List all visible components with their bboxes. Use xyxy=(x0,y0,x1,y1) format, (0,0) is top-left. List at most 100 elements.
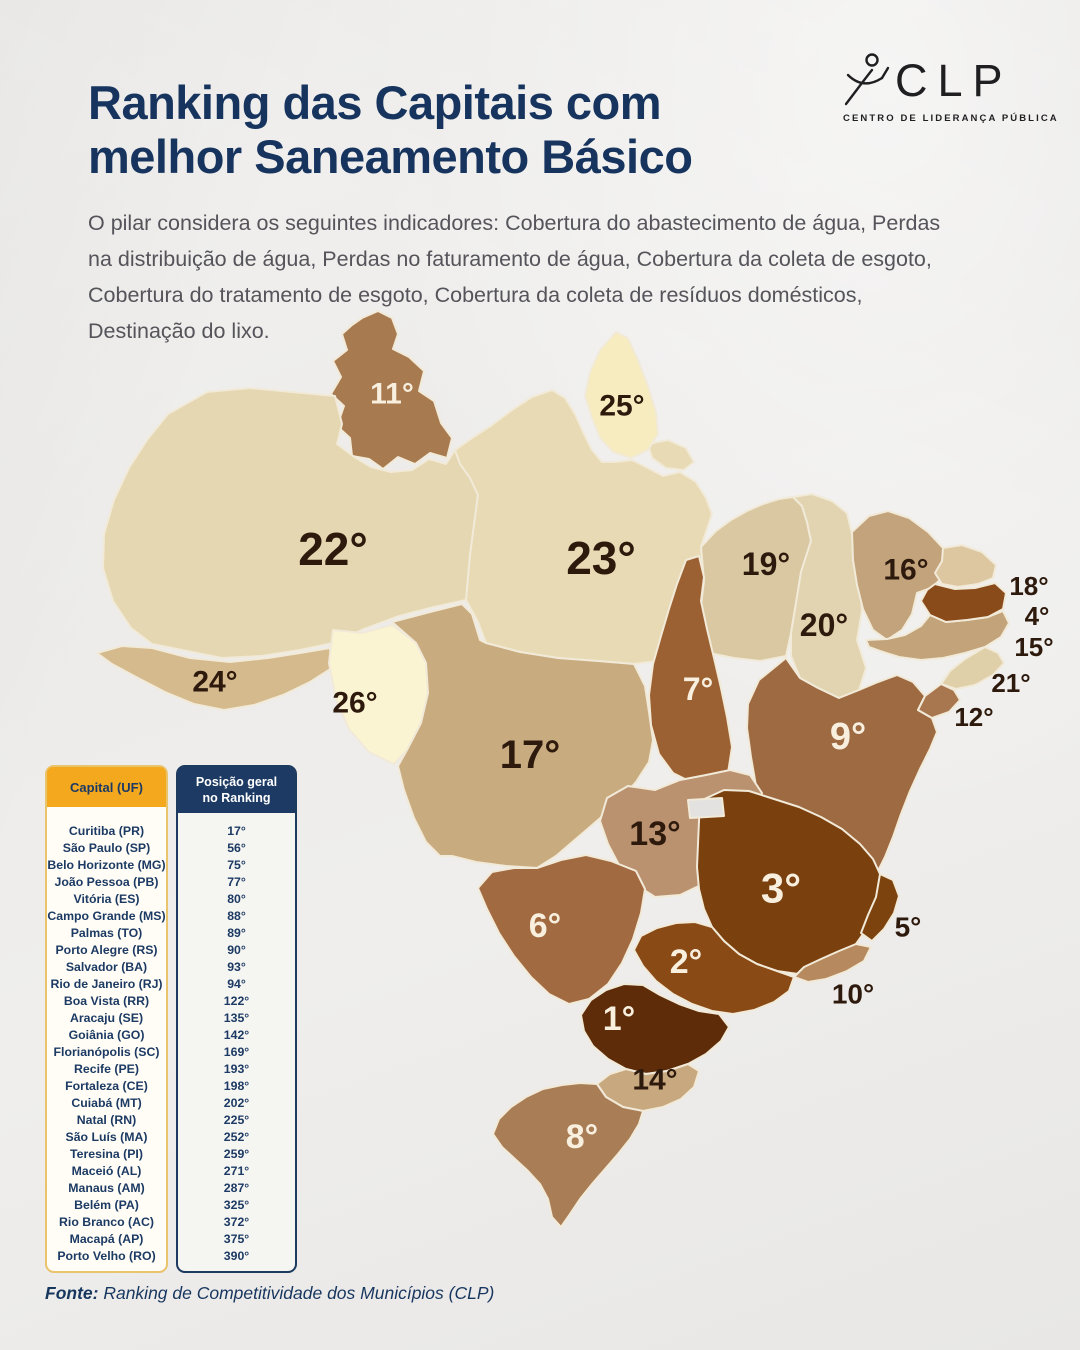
capital-cell: Belo Horizonte (MG) xyxy=(47,858,166,872)
rank-label-ro: 26° xyxy=(332,687,377,720)
capital-cell: Macapá (AP) xyxy=(69,1232,144,1246)
source-note: Fonte: Ranking de Competitividade dos Mu… xyxy=(45,1283,494,1304)
capital-cell: Goiânia (GO) xyxy=(68,1028,145,1042)
rank-label-am: 22° xyxy=(298,523,368,575)
capital-cell: Porto Velho (RO) xyxy=(57,1249,156,1263)
capital-cell: Porto Alegre (RS) xyxy=(55,943,158,957)
rank-label-mt: 17° xyxy=(500,733,561,777)
state-pb xyxy=(920,582,1007,623)
capital-cell: São Luís (MA) xyxy=(65,1130,148,1144)
position-cell: 202° xyxy=(223,1096,250,1110)
state-ap xyxy=(584,331,659,459)
capital-cell: Teresina (PI) xyxy=(70,1147,143,1161)
rank-label-rj: 10° xyxy=(832,979,874,1010)
state-se xyxy=(917,683,961,719)
positions-header-line-2: no Ranking xyxy=(202,791,271,805)
capital-cell: Salvador (BA) xyxy=(65,960,148,974)
position-cell: 372° xyxy=(223,1215,250,1229)
rank-label-sp: 2° xyxy=(670,943,703,981)
capital-cell: São Paulo (SP) xyxy=(62,841,151,855)
rank-label-ms: 6° xyxy=(529,907,562,945)
state-sp xyxy=(633,921,795,1015)
state-pa xyxy=(454,389,713,665)
rank-label-se: 12° xyxy=(954,702,993,732)
rank-label-mg: 3° xyxy=(761,865,801,912)
title-line-2: melhor Saneamento Básico xyxy=(88,129,693,183)
position-cell: 142° xyxy=(223,1028,250,1042)
position-cell: 17° xyxy=(227,824,246,838)
state-rn xyxy=(934,544,997,588)
clp-person-icon xyxy=(844,53,890,106)
state-df xyxy=(687,797,725,819)
rank-label-al: 21° xyxy=(991,668,1030,698)
positions-column-card: Posição geral no Ranking 17° 56° 75° 77°… xyxy=(176,765,297,1273)
positions-column-header: Posição geral no Ranking xyxy=(178,767,295,813)
position-cell: 88° xyxy=(227,909,246,923)
capital-cell: Recife (PE) xyxy=(74,1062,139,1076)
capital-cell: Aracaju (SE) xyxy=(69,1011,144,1025)
capital-cell: Campo Grande (MS) xyxy=(47,909,166,923)
capital-cell: Vitória (ES) xyxy=(73,892,140,906)
capital-cell: Fortaleza (CE) xyxy=(65,1079,148,1093)
position-cell: 135° xyxy=(223,1011,250,1025)
rank-label-ce: 16° xyxy=(883,554,928,587)
source-text: Ranking de Competitividade dos Município… xyxy=(98,1283,495,1303)
capital-cell: Boa Vista (RR) xyxy=(63,994,150,1008)
capital-cell: Cuiabá (MT) xyxy=(71,1096,142,1110)
position-cell: 93° xyxy=(227,960,246,974)
position-cell: 271° xyxy=(223,1164,250,1178)
position-cell: 259° xyxy=(223,1147,250,1161)
capitals-column-card: Capital (UF) Curitiba (PR) São Paulo (SP… xyxy=(45,765,168,1273)
rank-label-ba: 9° xyxy=(830,716,866,758)
position-cell: 80° xyxy=(227,892,246,906)
capital-cell: Maceió (AL) xyxy=(71,1164,142,1178)
rank-label-pe: 15° xyxy=(1014,632,1053,662)
position-cell: 287° xyxy=(223,1181,250,1195)
rank-label-to: 7° xyxy=(683,671,714,707)
state-rj xyxy=(793,943,872,983)
rank-label-pr: 1° xyxy=(603,1000,636,1038)
position-cell: 77° xyxy=(227,875,246,889)
capital-cell: Curitiba (PR) xyxy=(68,824,145,838)
capital-cell: Rio de Janeiro (RJ) xyxy=(50,977,163,991)
capital-cell: João Pessoa (PB) xyxy=(54,875,159,889)
position-cell: 90° xyxy=(227,943,246,957)
position-cell: 193° xyxy=(223,1062,250,1076)
positions-list: 17° 56° 75° 77° 80° 88° 89° 90° 93° 94° … xyxy=(178,813,295,1265)
marajo-island xyxy=(647,439,695,471)
state-ce xyxy=(851,510,949,641)
subtitle-line: Cobertura do tratamento de esgoto, Cober… xyxy=(88,283,863,307)
state-ac xyxy=(96,645,333,711)
state-pe xyxy=(865,610,1010,661)
rank-label-pi: 20° xyxy=(800,607,848,643)
source-label: Fonte: xyxy=(45,1283,99,1303)
positions-header-line-1: Posição geral xyxy=(195,774,278,789)
rank-label-sc: 14° xyxy=(632,1064,677,1097)
capital-cell: Natal (RN) xyxy=(76,1113,137,1127)
capital-cell: Manaus (AM) xyxy=(68,1181,145,1195)
clp-full-name: CENTRO DE LIDERANÇA PÚBLICA xyxy=(843,113,1059,124)
position-cell: 75° xyxy=(227,858,246,872)
position-cell: 390° xyxy=(223,1249,250,1263)
rank-label-pa: 23° xyxy=(566,532,636,584)
state-ms xyxy=(477,854,646,1005)
rank-label-rs: 8° xyxy=(566,1118,599,1156)
rank-label-es: 5° xyxy=(895,912,922,943)
position-cell: 225° xyxy=(223,1113,250,1127)
capitals-list: Curitiba (PR) São Paulo (SP) Belo Horizo… xyxy=(47,807,166,1265)
capital-cell: Palmas (TO) xyxy=(70,926,143,940)
position-cell: 122° xyxy=(223,994,250,1008)
clp-logo: CLP CENTRO DE LIDERANÇA PÚBLICA xyxy=(843,50,1059,124)
capital-cell: Rio Branco (AC) xyxy=(59,1215,154,1229)
rank-label-ma: 19° xyxy=(742,546,790,582)
capital-cell: Florianópolis (SC) xyxy=(53,1045,160,1059)
rank-label-ap: 25° xyxy=(599,390,644,423)
subtitle-line: na distribuição de água, Perdas no fatur… xyxy=(88,247,932,271)
subtitle-line: Destinação do lixo. xyxy=(88,319,270,343)
page-title: Ranking das Capitais com melhor Saneamen… xyxy=(88,76,693,183)
capitals-column-header: Capital (UF) xyxy=(47,767,166,807)
position-cell: 252° xyxy=(223,1130,250,1144)
clp-acronym: CLP xyxy=(895,55,1013,106)
